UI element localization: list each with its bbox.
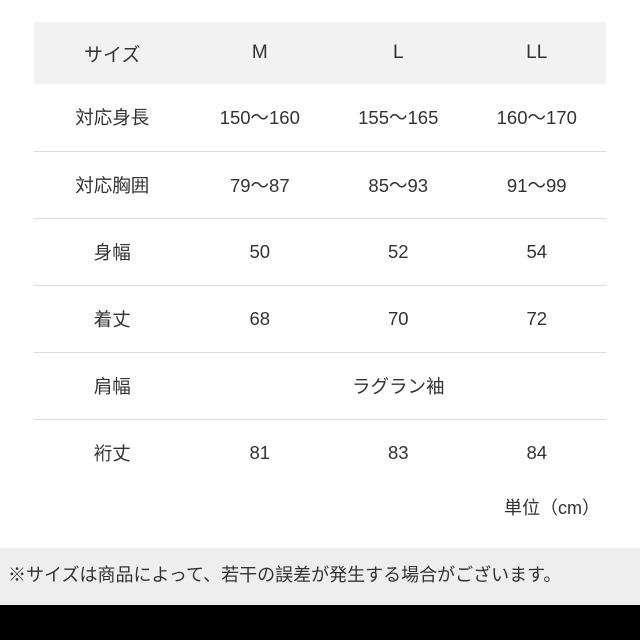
col-header-l: L	[329, 22, 467, 84]
row-cell: 81	[191, 419, 329, 486]
row-cell: 50	[191, 218, 329, 285]
size-table: サイズ M L LL 対応身長150〜160155〜165160〜170対応胸囲…	[34, 22, 606, 486]
table-row: 身幅505254	[34, 218, 606, 285]
row-cell: 79〜87	[191, 151, 329, 218]
row-cell: 85〜93	[329, 151, 467, 218]
row-cell: 70	[329, 285, 467, 352]
row-cell: 91〜99	[467, 151, 606, 218]
size-table-body: 対応身長150〜160155〜165160〜170対応胸囲79〜8785〜939…	[34, 84, 606, 486]
table-row: 対応身長150〜160155〜165160〜170	[34, 84, 606, 151]
row-label: 身幅	[34, 218, 191, 285]
table-header-row: サイズ M L LL	[34, 22, 606, 84]
table-row: 裄丈818384	[34, 419, 606, 486]
row-cell: 155〜165	[329, 84, 467, 151]
unit-label: 単位（cm）	[34, 494, 606, 520]
row-label: 肩幅	[34, 352, 191, 419]
row-label: 対応身長	[34, 84, 191, 151]
row-label: 着丈	[34, 285, 191, 352]
row-cell: 160〜170	[467, 84, 606, 151]
row-cell: 68	[191, 285, 329, 352]
size-note: ※サイズは商品によって、若干の誤差が発生する場合がございます。	[0, 548, 640, 605]
row-cell: 52	[329, 218, 467, 285]
row-cell: 84	[467, 419, 606, 486]
page: サイズ M L LL 対応身長150〜160155〜165160〜170対応胸囲…	[0, 0, 640, 605]
size-table-wrap: サイズ M L LL 対応身長150〜160155〜165160〜170対応胸囲…	[34, 22, 606, 486]
row-cell-spanned: ラグラン袖	[191, 352, 606, 419]
table-row: 肩幅ラグラン袖	[34, 352, 606, 419]
table-row: 対応胸囲79〜8785〜9391〜99	[34, 151, 606, 218]
row-cell: 150〜160	[191, 84, 329, 151]
col-header-m: M	[191, 22, 329, 84]
row-cell: 72	[467, 285, 606, 352]
col-header-ll: LL	[467, 22, 606, 84]
row-cell: 54	[467, 218, 606, 285]
table-row: 着丈687072	[34, 285, 606, 352]
row-label: 裄丈	[34, 419, 191, 486]
row-label: 対応胸囲	[34, 151, 191, 218]
col-header-size: サイズ	[34, 22, 191, 84]
row-cell: 83	[329, 419, 467, 486]
